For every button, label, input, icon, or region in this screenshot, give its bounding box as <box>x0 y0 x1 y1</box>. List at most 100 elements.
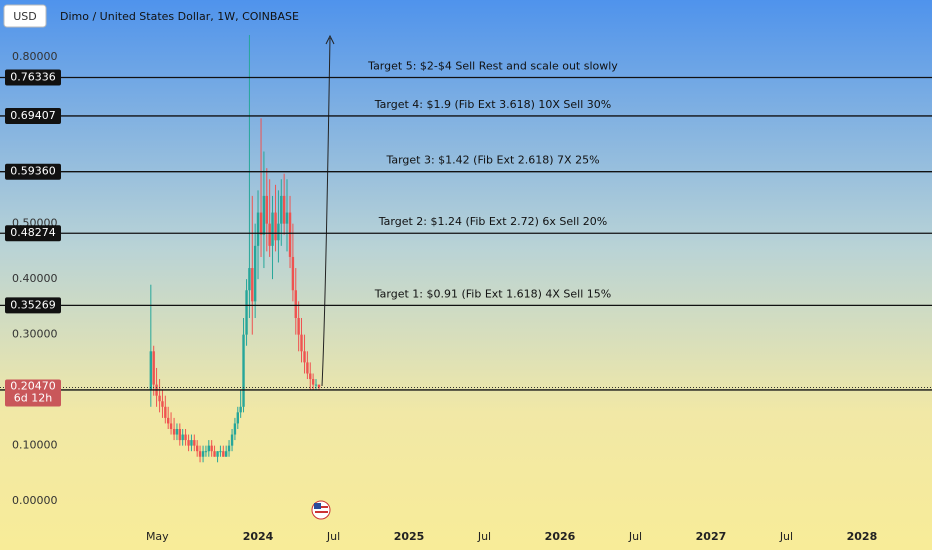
candle-body <box>309 373 312 380</box>
level-annotation: Target 1: $0.91 (Fib Ext 1.618) 4X Sell … <box>374 287 611 300</box>
last-price-box <box>5 379 61 407</box>
x-tick-label: 2028 <box>847 530 878 543</box>
candle-body <box>195 445 199 452</box>
candle-body <box>178 428 182 441</box>
currency: USD <box>13 10 37 23</box>
level-label-box <box>5 163 61 180</box>
x-tick-label: 2026 <box>545 530 576 543</box>
candle-body <box>224 451 228 457</box>
currency-button[interactable] <box>3 4 47 28</box>
candle-body <box>198 451 202 457</box>
level-annotation: Target 5: $2-$4 Sell Rest and scale out … <box>367 59 618 72</box>
level-label-box <box>5 69 61 86</box>
candle-body <box>251 268 254 302</box>
candle-body <box>291 256 295 291</box>
y-tick-label: 0.30000 <box>12 328 58 341</box>
candle-body <box>242 334 245 407</box>
candle-body <box>282 195 286 224</box>
y-tick-label: 0.80000 <box>12 50 58 63</box>
candle-body <box>253 245 257 302</box>
arrow-head <box>325 34 335 45</box>
candle-body <box>259 212 263 235</box>
candle-body <box>256 212 260 246</box>
level-label-box <box>5 297 61 314</box>
candle-body <box>158 395 161 402</box>
candle-body <box>248 268 251 291</box>
candle-body <box>303 351 306 363</box>
candle-body <box>169 423 173 429</box>
candle-body <box>149 351 153 391</box>
candle-body <box>204 451 208 453</box>
x-tick-label: 2025 <box>394 530 425 543</box>
candle-body <box>265 195 268 224</box>
candle-body <box>207 445 211 452</box>
candle-body <box>201 451 205 457</box>
candle-body <box>230 434 234 446</box>
candle-body <box>233 423 237 435</box>
candle-body <box>314 384 318 386</box>
candle-body <box>239 406 242 413</box>
candle-body <box>288 212 292 257</box>
x-tick-label: 2027 <box>696 530 727 543</box>
candle-body <box>262 195 266 235</box>
chart-title: Dimo / United States Dollar, 1W, COINBAS… <box>60 10 299 23</box>
candle-body <box>175 428 179 435</box>
y-tick-label: 0.40000 <box>12 272 58 285</box>
candle-body <box>166 417 170 424</box>
candle-body <box>210 445 213 452</box>
candle-body <box>245 290 248 335</box>
candle-body <box>227 445 231 452</box>
x-tick-label: Jul <box>477 530 491 543</box>
level-label: 0.48274 <box>10 226 56 239</box>
level-label-box <box>5 225 61 242</box>
candle-body <box>184 434 187 441</box>
level-label-box <box>5 107 61 124</box>
candle-body <box>271 212 274 246</box>
candle-body <box>285 212 289 224</box>
countdown: 6d 12h <box>14 392 52 405</box>
x-tick-label: Jul <box>326 530 340 543</box>
candle-body <box>219 451 222 453</box>
level-annotation: Target 4: $1.9 (Fib Ext 3.618) 10X Sell … <box>374 98 611 111</box>
candle-body <box>161 401 164 407</box>
x-tick-label: May <box>146 530 169 543</box>
candle-body <box>268 223 271 246</box>
candle-body <box>311 379 315 385</box>
candle-body <box>172 428 176 435</box>
candle-body <box>152 351 155 385</box>
x-tick-label: Jul <box>628 530 642 543</box>
candle-body <box>306 362 309 374</box>
candle-body <box>277 223 280 241</box>
level-annotation: Target 3: $1.42 (Fib Ext 2.618) 7X 25% <box>385 154 599 167</box>
level-annotation: Target 2: $1.24 (Fib Ext 2.72) 6x Sell 2… <box>378 215 607 228</box>
projection-arrow <box>321 37 331 387</box>
level-label: 0.69407 <box>10 109 56 122</box>
candle-body <box>297 317 300 335</box>
candle-body <box>236 412 239 424</box>
candle-body <box>300 334 303 352</box>
flag-icon <box>311 500 331 520</box>
candle-body <box>181 434 184 441</box>
x-tick-label: 2024 <box>243 530 274 543</box>
candle-body <box>222 451 225 457</box>
last-price-label: 0.20470 <box>10 380 56 393</box>
x-tick-label: Jul <box>779 530 793 543</box>
candle-body <box>274 212 277 241</box>
candle-body <box>164 406 167 418</box>
candle-body <box>187 440 190 446</box>
level-label: 0.35269 <box>10 298 56 311</box>
candle-body <box>294 290 297 318</box>
candle-body <box>317 384 321 388</box>
candle-body <box>216 451 219 457</box>
y-tick-label: 0.00000 <box>12 494 58 507</box>
candle-body <box>213 451 216 457</box>
y-tick-label: 0.10000 <box>12 439 58 452</box>
candle-body <box>193 440 196 446</box>
level-label: 0.59360 <box>10 165 56 178</box>
candle-body <box>190 440 193 446</box>
candle-body <box>280 195 283 224</box>
level-label: 0.76336 <box>10 70 56 83</box>
